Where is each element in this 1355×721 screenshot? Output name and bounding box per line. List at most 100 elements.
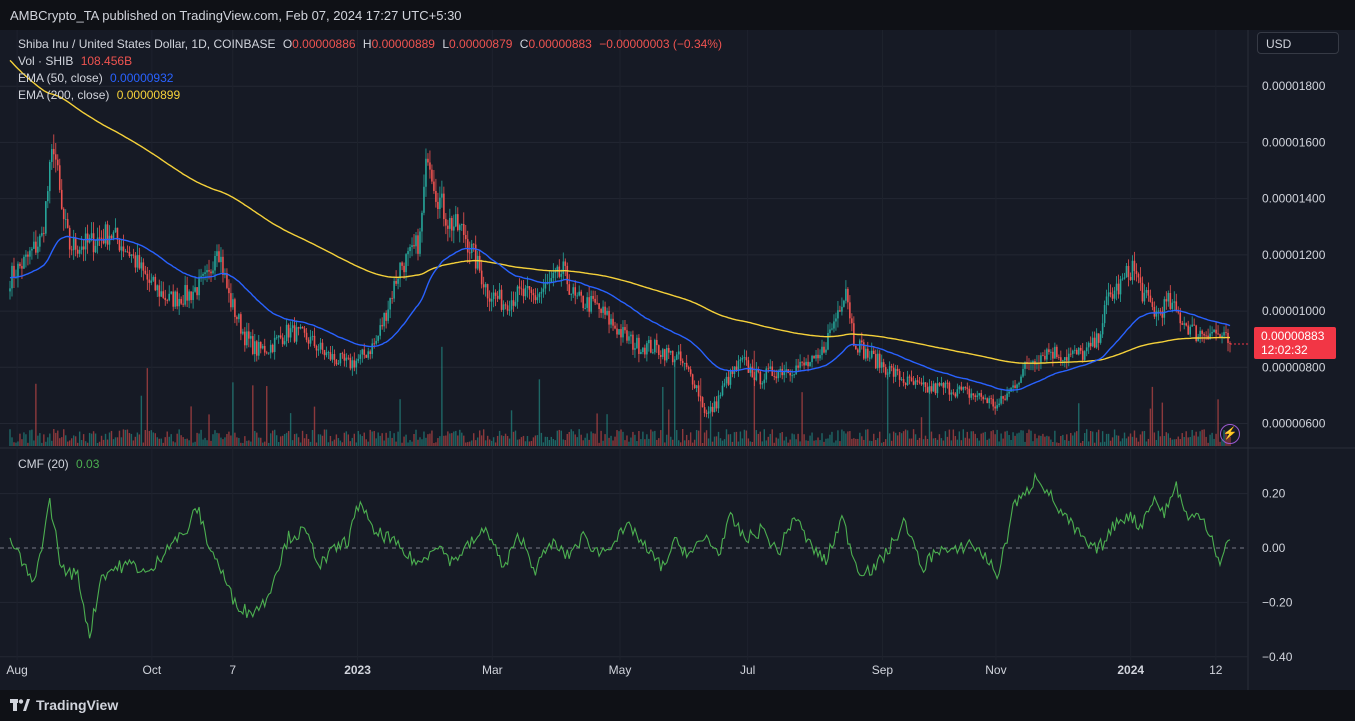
volume-bar [1119, 441, 1122, 446]
candle-body [934, 383, 937, 394]
volume-bar [270, 433, 272, 446]
candle-body [399, 262, 401, 279]
volume-bar [104, 433, 107, 446]
candle-body [508, 309, 511, 311]
legend-cmf-label[interactable]: CMF (20) [18, 457, 69, 471]
candle-body [66, 219, 69, 228]
volume-bar [198, 433, 200, 446]
candle-body [984, 398, 987, 400]
volume-bar [486, 435, 489, 446]
volume-bar [395, 441, 397, 446]
legend-ema200-label[interactable]: EMA (200, close) [18, 88, 110, 102]
volume-bar [437, 438, 439, 446]
chart-canvas[interactable]: 0.00000600 0.00000800 0.00001000 0.00001200… [0, 30, 1355, 690]
price-tick-label: 0.00001200 [1262, 248, 1326, 262]
legend-volume-label[interactable]: Vol · SHIB [18, 54, 74, 68]
volume-bar [427, 434, 429, 446]
candle-body [763, 379, 766, 384]
volume-bar [92, 431, 95, 446]
candle-body [445, 219, 447, 226]
candle-body [474, 244, 477, 269]
candle-body [538, 293, 541, 298]
volume-bar [670, 436, 672, 446]
candle-body [650, 339, 652, 353]
candle-body [198, 276, 200, 296]
volume-bar [128, 433, 131, 446]
candle-body [701, 397, 704, 408]
volume-bar [69, 440, 71, 446]
volume-bar [242, 442, 244, 446]
volume-bar [1133, 430, 1136, 446]
volume-bar [443, 435, 445, 446]
volume-bar [914, 434, 917, 446]
candle-body [896, 368, 899, 371]
volume-bar [1219, 441, 1221, 446]
candle-body [110, 235, 113, 239]
candle-body [1083, 351, 1086, 360]
candle-body [1167, 292, 1170, 302]
candle-body [1002, 396, 1004, 399]
volume-bar [1002, 438, 1004, 446]
candle-body [1077, 347, 1080, 355]
candle-body [1026, 361, 1028, 363]
volume-bar [761, 441, 764, 446]
volume-bar [176, 433, 178, 446]
candle-body [1129, 276, 1132, 281]
candle-body [1191, 324, 1193, 327]
candle-body [361, 349, 364, 355]
volume-bar [47, 437, 49, 446]
candle-body [568, 284, 571, 295]
candle-body [793, 374, 795, 376]
volume-bar [843, 431, 845, 446]
candle-body [415, 235, 417, 247]
volume-bar [1109, 440, 1112, 446]
candle-body [592, 295, 594, 299]
tradingview-logo[interactable]: TradingView [10, 697, 118, 713]
volume-bar [642, 431, 644, 446]
volume-bar [174, 442, 176, 446]
volume-bar [689, 432, 692, 446]
candle-body [462, 224, 465, 235]
candle-body [522, 289, 525, 297]
candle-body [1062, 360, 1064, 362]
candle-body [194, 287, 196, 292]
volume-bar [61, 437, 63, 446]
candle-body [50, 149, 53, 162]
volume-bar [1076, 431, 1078, 446]
volume-bar [63, 429, 65, 446]
legend-symbol[interactable]: Shiba Inu / United States Dollar, 1D, CO… [18, 37, 276, 51]
volume-bar [881, 442, 883, 446]
volume-bar [952, 429, 955, 446]
candle-body [17, 263, 19, 278]
volume-bar [560, 430, 562, 446]
volume-bar [1016, 433, 1018, 446]
candle-body [1075, 349, 1078, 355]
volume-bar [950, 440, 953, 446]
volume-bar [717, 431, 720, 446]
volume-bar [43, 434, 45, 446]
candle-body [200, 275, 202, 277]
volume-bar [126, 429, 129, 446]
candle-body [1179, 312, 1182, 324]
lightning-icon[interactable]: ⚡ [1220, 424, 1240, 444]
volume-bar [321, 435, 324, 446]
candle-body [122, 246, 125, 252]
candle-body [536, 297, 539, 301]
candle-body [458, 225, 461, 231]
currency-button[interactable]: USD [1257, 32, 1339, 54]
volume-bar [564, 440, 566, 446]
candle-body [1143, 292, 1146, 302]
candle-body [558, 266, 561, 277]
legend-ema50-label[interactable]: EMA (50, close) [18, 71, 103, 85]
volume-bar [194, 441, 196, 446]
candle-body [1161, 311, 1164, 318]
candle-body [1018, 382, 1020, 385]
candle-body [799, 361, 801, 368]
volume-bar [467, 442, 469, 446]
volume-bar [67, 441, 69, 446]
volume-bar [964, 437, 967, 446]
candle-body [612, 318, 614, 326]
candle-body [206, 270, 208, 273]
candle-body [1137, 273, 1140, 278]
candle-body [297, 327, 300, 329]
